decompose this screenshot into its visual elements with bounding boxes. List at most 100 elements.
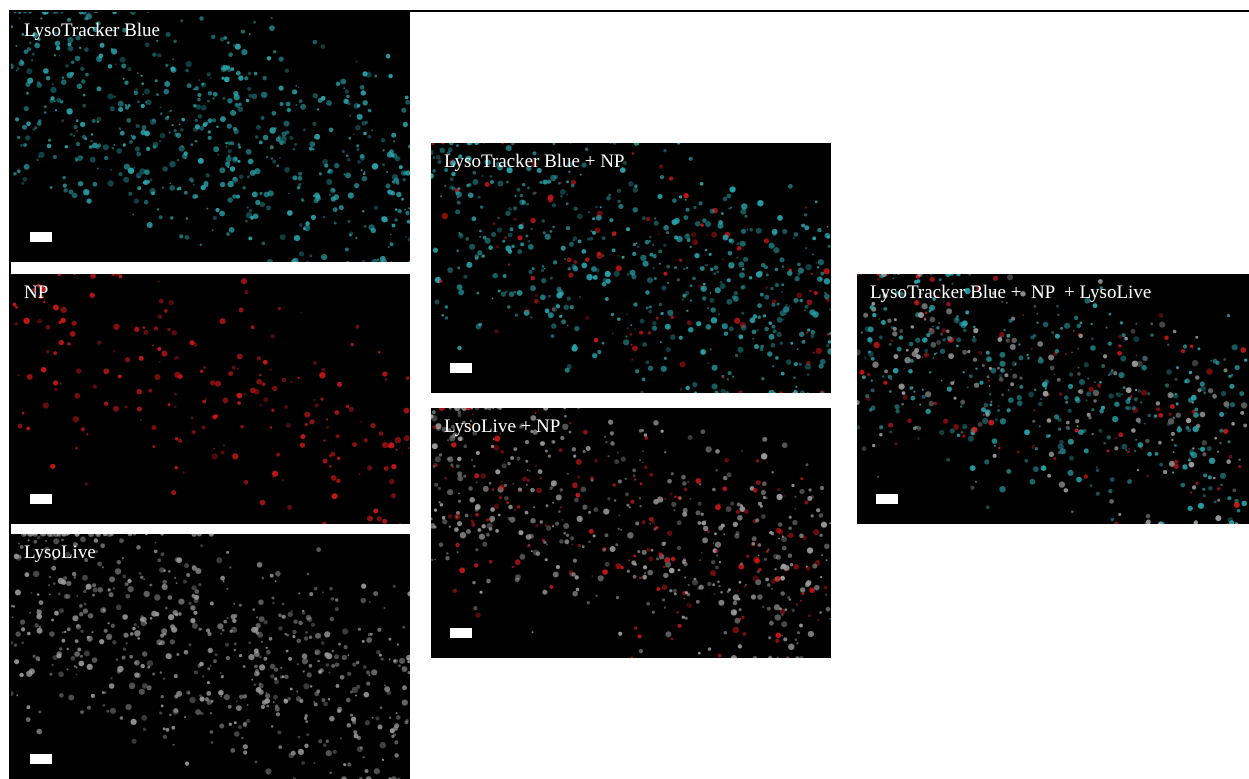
- fluorescent-spot: [161, 552, 165, 556]
- fluorescent-spot: [67, 72, 73, 78]
- fluorescent-spot: [134, 327, 139, 332]
- fluorescent-spot: [142, 93, 144, 95]
- fluorescent-spot: [473, 465, 475, 467]
- fluorescent-spot: [794, 362, 798, 366]
- fluorescent-spot: [918, 438, 920, 440]
- fluorescent-spot: [337, 707, 342, 712]
- fluorescent-spot: [169, 185, 175, 191]
- fluorescent-spot: [155, 79, 158, 82]
- fluorescent-spot: [718, 220, 723, 225]
- fluorescent-spot: [816, 262, 818, 264]
- fluorescent-spot: [152, 53, 156, 57]
- fluorescent-spot: [235, 44, 241, 50]
- fluorescent-spot: [499, 484, 505, 490]
- fluorescent-spot: [84, 650, 90, 656]
- fluorescent-spot: [182, 145, 184, 147]
- fluorescent-spot: [522, 183, 525, 186]
- fluorescent-spot: [357, 736, 361, 740]
- fluorescent-spot: [88, 12, 90, 13]
- fluorescent-spot: [296, 691, 298, 693]
- fluorescent-spot: [244, 480, 249, 485]
- fluorescent-spot: [267, 57, 270, 60]
- fluorescent-spot: [983, 414, 985, 416]
- fluorescent-spot: [877, 476, 879, 478]
- fluorescent-spot: [290, 688, 293, 691]
- fluorescent-spot: [468, 183, 471, 186]
- fluorescent-spot: [595, 206, 597, 208]
- fluorescent-spot: [124, 164, 130, 170]
- fluorescent-spot: [1079, 379, 1085, 385]
- fluorescent-spot: [800, 587, 805, 592]
- fluorescent-spot: [64, 631, 67, 634]
- fluorescent-spot: [76, 130, 78, 132]
- fluorescent-spot: [1127, 451, 1130, 454]
- fluorescent-spot: [580, 174, 582, 176]
- fluorescent-spot: [87, 636, 93, 642]
- fluorescent-spot: [154, 374, 160, 380]
- fluorescent-spot: [24, 49, 29, 54]
- fluorescent-spot: [1096, 492, 1100, 496]
- fluorescent-spot: [636, 242, 638, 244]
- fluorescent-spot: [922, 395, 926, 399]
- fluorescent-spot: [338, 643, 341, 646]
- fluorescent-spot: [926, 333, 930, 337]
- fluorescent-spot: [328, 672, 330, 674]
- fluorescent-spot: [255, 761, 258, 764]
- fluorescent-spot: [72, 572, 76, 576]
- fluorescent-spot: [93, 385, 97, 389]
- fluorescent-spot: [326, 750, 332, 756]
- fluorescent-spot: [670, 493, 673, 496]
- fluorescent-spot: [329, 128, 334, 133]
- fluorescent-spot: [26, 122, 31, 127]
- fluorescent-spot: [781, 283, 784, 286]
- fluorescent-spot: [49, 576, 51, 578]
- fluorescent-spot: [1142, 365, 1147, 370]
- fluorescent-spot: [300, 104, 306, 110]
- fluorescent-spot: [104, 156, 108, 160]
- fluorescent-spot: [226, 232, 229, 235]
- fluorescent-spot: [490, 507, 495, 512]
- fluorescent-spot: [492, 488, 495, 491]
- fluorescent-spot: [677, 143, 680, 145]
- fluorescent-spot: [405, 211, 409, 215]
- fluorescent-spot: [243, 722, 247, 726]
- fluorescent-spot: [714, 532, 717, 535]
- fluorescent-spot: [1187, 428, 1191, 432]
- fluorescent-spot: [309, 147, 313, 151]
- fluorescent-spot: [635, 328, 637, 330]
- fluorescent-spot: [684, 598, 686, 600]
- fluorescent-spot: [323, 459, 328, 464]
- fluorescent-spot: [1039, 426, 1041, 428]
- fluorescent-spot: [212, 97, 214, 99]
- fluorescent-spot: [220, 672, 222, 674]
- fluorescent-spot: [970, 465, 976, 471]
- fluorescent-spot: [785, 313, 787, 315]
- fluorescent-spot: [1214, 437, 1217, 440]
- fluorescent-spot: [258, 600, 263, 605]
- fluorescent-spot: [612, 249, 616, 253]
- fluorescent-spot: [819, 513, 823, 517]
- fluorescent-spot: [956, 274, 961, 276]
- fluorescent-spot: [80, 122, 85, 127]
- fluorescent-spot: [438, 160, 442, 164]
- fluorescent-spot: [999, 361, 1005, 367]
- fluorescent-spot: [159, 215, 163, 219]
- fluorescent-spot: [497, 181, 503, 187]
- fluorescent-spot: [393, 182, 395, 184]
- fluorescent-spot: [291, 381, 293, 383]
- fluorescent-spot: [807, 547, 813, 553]
- fluorescent-spot: [213, 448, 215, 450]
- fluorescent-spot: [654, 277, 657, 280]
- fluorescent-spot: [197, 534, 202, 537]
- fluorescent-spot: [518, 224, 523, 229]
- fluorescent-spot: [1169, 461, 1175, 467]
- fluorescent-spot: [499, 496, 502, 499]
- fluorescent-spot: [230, 748, 235, 753]
- fluorescent-spot: [1086, 399, 1088, 401]
- fluorescent-spot: [108, 64, 112, 68]
- fluorescent-spot: [507, 462, 510, 465]
- fluorescent-spot: [169, 161, 175, 167]
- fluorescent-spot: [912, 387, 914, 389]
- fluorescent-spot: [33, 571, 39, 577]
- fluorescent-spot: [226, 617, 228, 619]
